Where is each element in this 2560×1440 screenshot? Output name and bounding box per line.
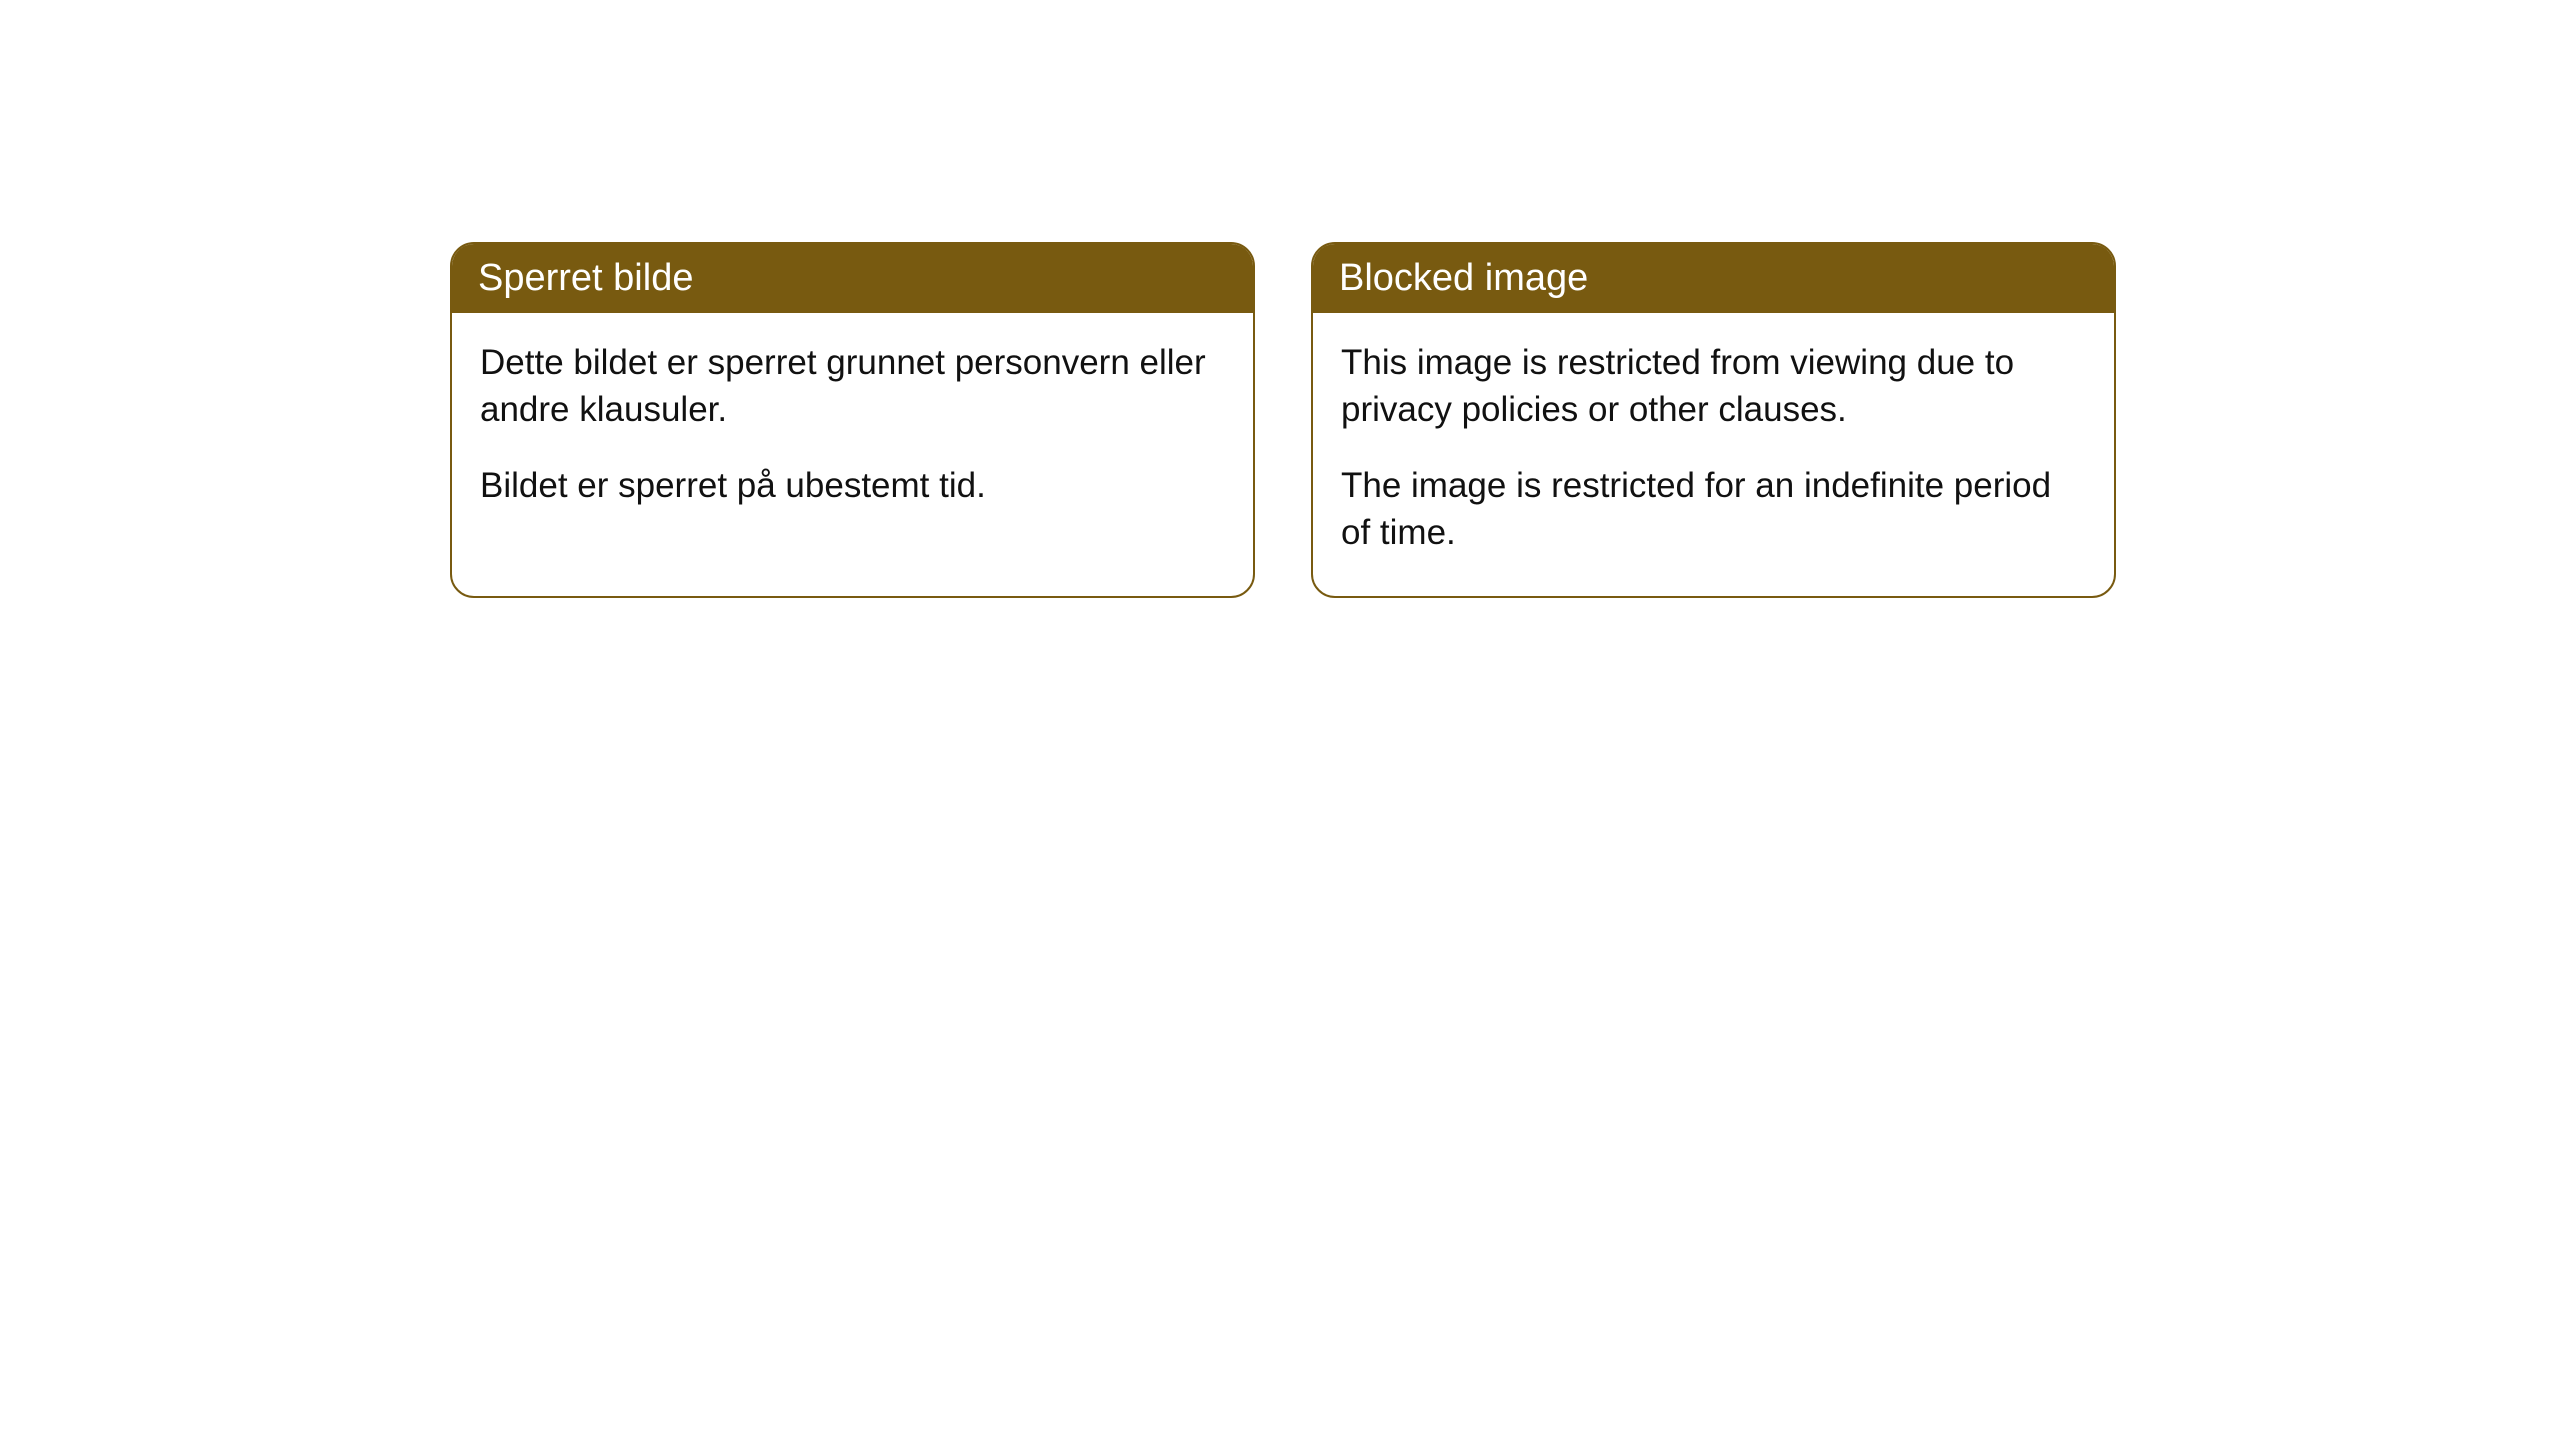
card-body: This image is restricted from viewing du… xyxy=(1313,313,2114,596)
blocked-image-card-norwegian: Sperret bilde Dette bildet er sperret gr… xyxy=(450,242,1255,598)
card-paragraph: The image is restricted for an indefinit… xyxy=(1341,462,2086,557)
card-title: Blocked image xyxy=(1339,257,1588,299)
blocked-image-card-english: Blocked image This image is restricted f… xyxy=(1311,242,2116,598)
card-header: Sperret bilde xyxy=(452,244,1253,313)
card-paragraph: Bildet er sperret på ubestemt tid. xyxy=(480,462,1225,509)
card-paragraph: Dette bildet er sperret grunnet personve… xyxy=(480,339,1225,434)
card-paragraph: This image is restricted from viewing du… xyxy=(1341,339,2086,434)
notice-cards-container: Sperret bilde Dette bildet er sperret gr… xyxy=(0,0,2560,598)
card-body: Dette bildet er sperret grunnet personve… xyxy=(452,313,1253,549)
card-title: Sperret bilde xyxy=(478,257,693,299)
card-header: Blocked image xyxy=(1313,244,2114,313)
